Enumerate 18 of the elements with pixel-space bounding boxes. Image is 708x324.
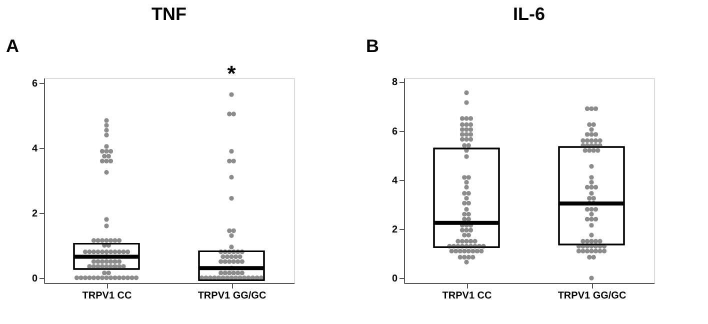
x-tick-label: TRPV1 GG/GC [558, 290, 626, 302]
chart-title: IL-6 [512, 4, 546, 24]
x-tick-label: TRPV1 CC [82, 290, 132, 302]
y-tick-label: 2 [32, 208, 38, 220]
y-tick-label: 2 [392, 224, 398, 236]
y-tick-label: 4 [392, 175, 398, 186]
y-tick-label: 6 [392, 126, 398, 138]
x-tick-label: TRPV1 GG/GC [198, 290, 266, 302]
y-tick-label: 0 [392, 274, 398, 285]
y-tick-label: 0 [32, 273, 38, 284]
y-tick-label: 8 [392, 77, 398, 88]
text: B [366, 36, 379, 56]
annotation: * [227, 61, 236, 86]
text: A [6, 36, 19, 56]
y-tick-label: 4 [32, 144, 38, 155]
y-tick-label: 6 [32, 78, 38, 90]
x-tick-label: TRPV1 CC [442, 290, 492, 302]
chart-title: TNF [152, 4, 186, 24]
